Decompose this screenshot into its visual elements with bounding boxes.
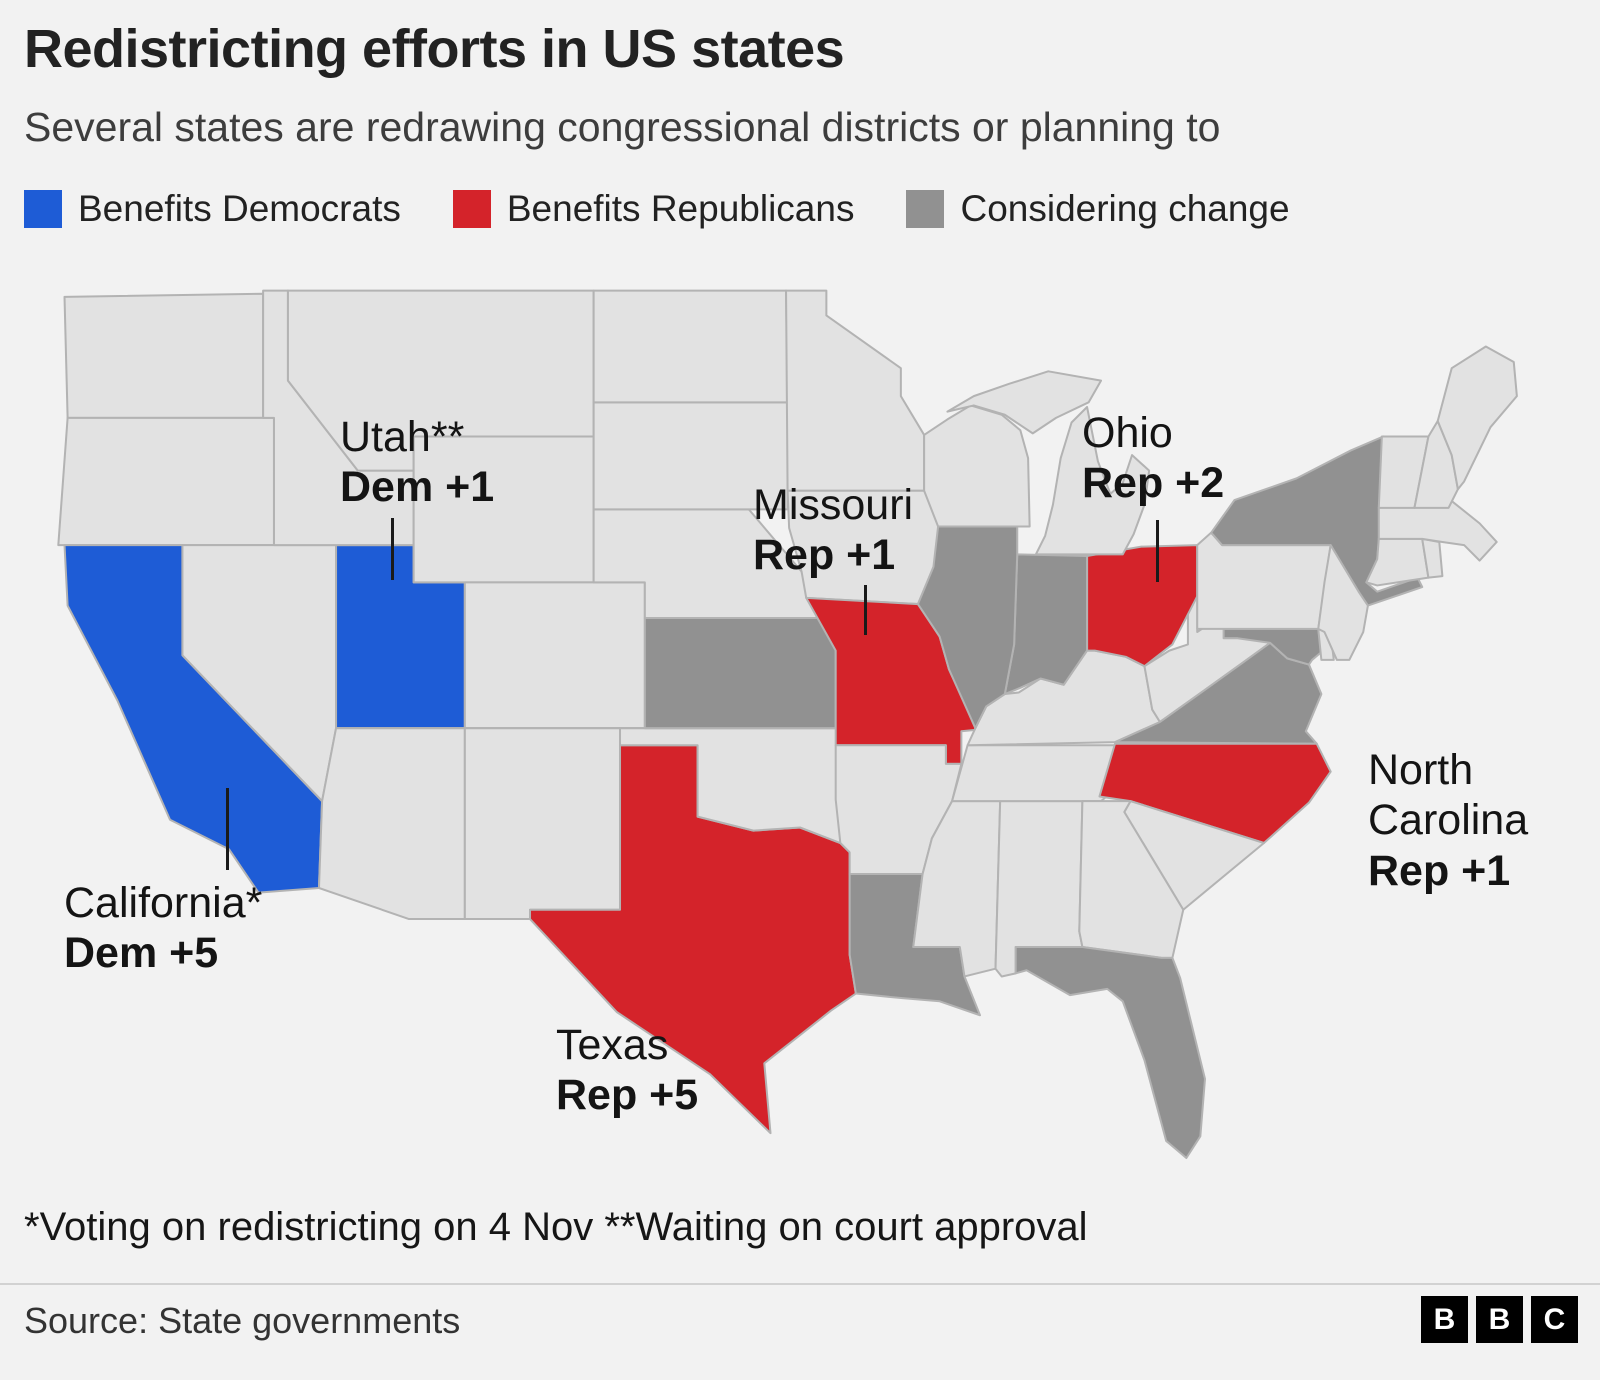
- bbc-logo-letter-1: B: [1421, 1296, 1468, 1343]
- state-ohio: [1086, 544, 1199, 668]
- state-north-carolina: [1098, 742, 1332, 845]
- annotation-missouri-value: Rep +1: [753, 531, 896, 580]
- annotation-california-value: Dem +5: [64, 929, 219, 978]
- state-new-mexico: [463, 727, 622, 921]
- legend-item-democrats: Benefits Democrats: [24, 188, 401, 230]
- annotation-utah: Utah** Dem +1: [340, 412, 494, 513]
- state-michigan-upper: [946, 370, 1103, 435]
- source-credit: Source: State governments: [24, 1300, 461, 1341]
- legend: Benefits Democrats Benefits Republicans …: [24, 188, 1290, 230]
- footnote: *Voting on redistricting on 4 Nov **Wait…: [24, 1205, 1088, 1249]
- annotation-ohio-pointer-line: [1156, 520, 1159, 582]
- state-pennsylvania: [1196, 531, 1332, 630]
- state-kansas: [643, 617, 837, 730]
- state-arizona: [317, 727, 466, 921]
- bbc-logo-letter-2: B: [1476, 1296, 1523, 1343]
- annotation-north-carolina-value: Rep +1: [1368, 846, 1511, 895]
- legend-label-considering: Considering change: [960, 188, 1290, 229]
- annotation-north-carolina-name: North Carolina: [1368, 746, 1529, 845]
- state-oregon: [57, 416, 275, 547]
- page-title: Redistricting efforts in US states: [24, 19, 845, 79]
- state-maine: [1436, 345, 1518, 491]
- legend-label-democrats: Benefits Democrats: [78, 188, 401, 229]
- state-nebraska: [592, 508, 819, 620]
- legend-item-considering: Considering change: [906, 188, 1290, 230]
- annotation-ohio-value: Rep +2: [1082, 459, 1225, 508]
- us-map: [57, 289, 1518, 1160]
- state-michigan-lower: [1034, 405, 1151, 556]
- annotation-utah-pointer-line: [391, 518, 394, 580]
- legend-label-republicans: Benefits Republicans: [506, 188, 855, 229]
- bbc-logo-letter-3: C: [1531, 1296, 1578, 1343]
- annotation-utah-value: Dem +1: [340, 463, 495, 512]
- bbc-logo: B B C: [1421, 1296, 1578, 1343]
- annotation-california: California* Dem +5: [64, 878, 262, 979]
- state-minnesota: [785, 289, 926, 492]
- state-colorado: [463, 581, 646, 730]
- legend-swatch-republicans: [452, 190, 491, 228]
- state-illinois: [916, 525, 1019, 730]
- legend-swatch-democrats: [24, 190, 62, 228]
- annotation-ohio-name: Ohio: [1082, 409, 1173, 457]
- annotation-texas-name: Texas: [556, 1021, 669, 1069]
- state-florida: [1014, 945, 1206, 1160]
- state-new-jersey: [1317, 544, 1369, 661]
- annotation-north-carolina: North Carolina Rep +1: [1368, 745, 1568, 896]
- state-washington: [63, 292, 265, 419]
- annotation-texas: Texas Rep +5: [556, 1020, 698, 1121]
- annotation-california-name: California*: [64, 879, 263, 927]
- annotation-missouri-pointer-line: [864, 585, 867, 635]
- annotation-missouri-name: Missouri: [753, 481, 914, 529]
- divider: [0, 1283, 1600, 1285]
- annotation-texas-value: Rep +5: [556, 1071, 699, 1120]
- annotation-california-pointer-line: [226, 788, 229, 870]
- annotation-utah-name: Utah**: [340, 413, 465, 461]
- state-wisconsin: [923, 404, 1031, 528]
- annotation-ohio: Ohio Rep +2: [1082, 408, 1224, 509]
- state-massachusetts: [1377, 497, 1498, 562]
- annotation-missouri: Missouri Rep +1: [753, 480, 913, 581]
- state-north-dakota: [592, 289, 789, 404]
- legend-item-republicans: Benefits Republicans: [452, 188, 855, 230]
- legend-swatch-considering: [906, 190, 945, 228]
- page-subtitle: Several states are redrawing congression…: [24, 104, 1221, 150]
